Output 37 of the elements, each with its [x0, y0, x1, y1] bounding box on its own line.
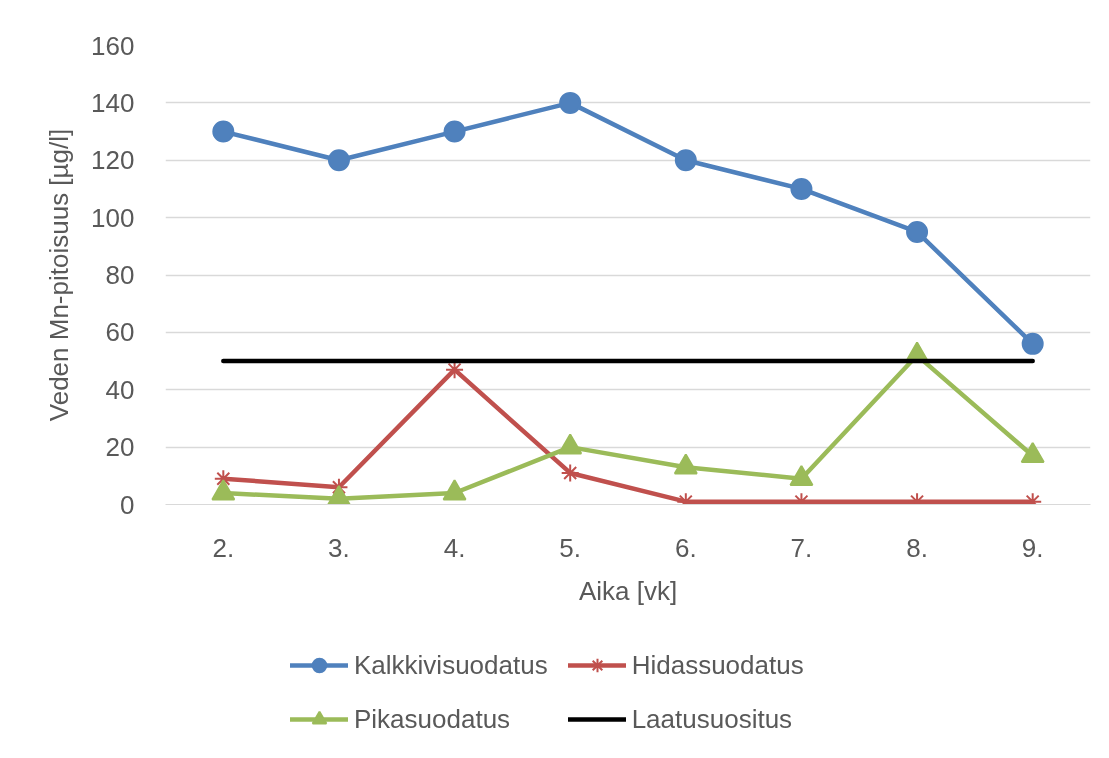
legend-label: Pikasuodatus: [354, 702, 511, 736]
point: [558, 433, 583, 455]
y-tick-label: 160: [91, 30, 135, 61]
point: [442, 479, 467, 501]
point: [1020, 442, 1045, 464]
point: [327, 149, 350, 172]
y-tick-label: 140: [91, 87, 135, 118]
x-tick-label: 5.: [559, 532, 582, 563]
point: [211, 479, 236, 501]
point: [789, 464, 814, 487]
y-tick-label: 60: [105, 317, 135, 348]
point: [906, 220, 929, 243]
x-tick-label: 7.: [790, 532, 813, 563]
point: [443, 120, 466, 143]
y-tick-label: 100: [91, 202, 135, 233]
y-axis-title: Veden Mn-pitoisuus [µg/l]: [44, 128, 75, 422]
point: [674, 149, 697, 172]
point: [1021, 332, 1044, 355]
legend-label: Hidassuodatus: [631, 648, 804, 682]
y-tick-label: 120: [91, 145, 135, 176]
x-tick-label: 9.: [1021, 532, 1044, 563]
x-tick-label: 6.: [674, 532, 697, 563]
y-tick-label: 80: [105, 260, 135, 290]
x-tick-label: 8.: [906, 532, 928, 563]
point: [212, 120, 235, 143]
x-tick-label: 4.: [443, 532, 466, 563]
legend-label: Kalkkivisuodatus: [354, 648, 548, 682]
point: [673, 453, 698, 475]
legend-label: Laatusuositus: [631, 702, 793, 736]
point: [559, 91, 582, 114]
y-tick-label: 40: [105, 374, 135, 405]
x-axis-title: Aika [vk]: [578, 575, 678, 606]
point: [790, 177, 813, 200]
y-tick-label: 0: [120, 489, 135, 520]
x-tick-label: 3.: [328, 532, 350, 563]
y-tick-label: 20: [105, 432, 135, 463]
x-tick-label: 2.: [212, 532, 235, 563]
